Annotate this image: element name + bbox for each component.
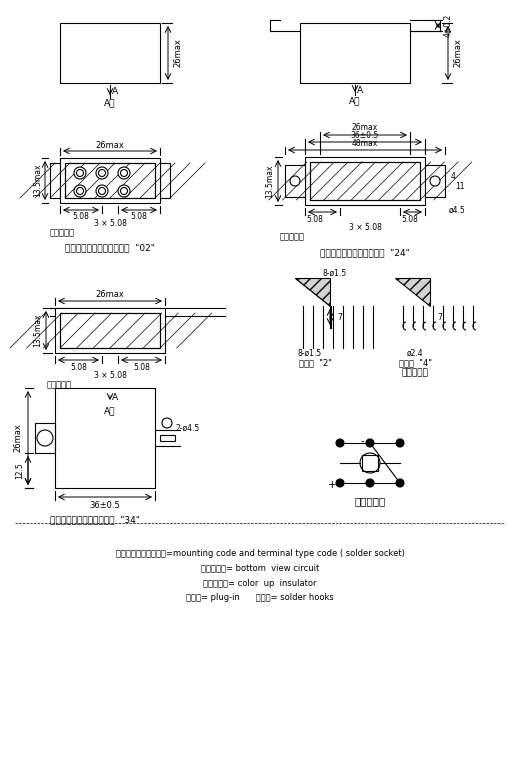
Bar: [65, 163, 155, 198]
Bar: [35, 423, 55, 453]
Text: 48max: 48max: [352, 139, 378, 147]
Text: +: +: [328, 480, 337, 490]
Text: 26max: 26max: [95, 140, 125, 150]
Text: A: A: [357, 85, 363, 95]
Text: 5.08: 5.08: [72, 211, 90, 221]
Circle shape: [118, 185, 130, 197]
Circle shape: [336, 439, 344, 447]
Text: 3 × 5.08: 3 × 5.08: [349, 223, 381, 231]
Bar: [60, 313, 160, 348]
Text: 插针式  "2": 插针式 "2": [299, 359, 331, 368]
Bar: [160, 163, 170, 198]
Bar: [60, 158, 160, 203]
Bar: [55, 388, 155, 488]
Bar: [160, 435, 175, 441]
Text: A: A: [112, 86, 118, 95]
Circle shape: [118, 167, 130, 179]
Text: -: -: [360, 436, 364, 446]
Text: 插针式= plug-in      焊钩式= solder hooks: 插针式= plug-in 焊钩式= solder hooks: [186, 594, 334, 603]
Text: 着色绝缘子: 着色绝缘子: [47, 381, 72, 389]
Text: 2-ø4.5: 2-ø4.5: [175, 423, 199, 433]
Bar: [60, 23, 160, 83]
Circle shape: [96, 167, 108, 179]
Text: 着色绝缘子: 着色绝缘子: [280, 233, 305, 242]
Text: A向: A向: [104, 98, 116, 108]
Circle shape: [366, 439, 374, 447]
Bar: [310, 162, 420, 200]
Text: 5.08: 5.08: [131, 211, 147, 221]
Text: 安装方式及引出端型式=mounting code and terminal type code ( solder socket): 安装方式及引出端型式=mounting code and terminal ty…: [116, 549, 404, 558]
Text: 5.08: 5.08: [133, 362, 150, 372]
Circle shape: [96, 185, 108, 197]
Text: 26max: 26max: [173, 39, 182, 67]
Text: 13.5max: 13.5max: [33, 164, 43, 198]
Circle shape: [74, 167, 86, 179]
Text: 底视电路图: 底视电路图: [354, 496, 386, 506]
Text: 36±0.5: 36±0.5: [90, 501, 120, 510]
Bar: [425, 165, 445, 197]
Circle shape: [430, 176, 440, 186]
Circle shape: [74, 185, 86, 197]
Bar: [65, 163, 155, 198]
Text: 4±0.2: 4±0.2: [443, 14, 453, 37]
Bar: [285, 165, 305, 197]
Text: 8-ø1.5: 8-ø1.5: [298, 349, 322, 358]
Text: 安装方式及引出端型式代号  "24": 安装方式及引出端型式代号 "24": [320, 249, 410, 257]
Circle shape: [396, 479, 404, 487]
Text: 26max: 26max: [14, 423, 22, 452]
Polygon shape: [395, 278, 430, 306]
Circle shape: [396, 439, 404, 447]
Text: 5.08: 5.08: [70, 362, 87, 372]
Text: 8-ø1.5: 8-ø1.5: [323, 269, 347, 278]
Text: ø2.4: ø2.4: [407, 349, 424, 358]
Text: 26max: 26max: [352, 123, 378, 131]
Text: 26max: 26max: [453, 39, 463, 67]
Text: ø4.5: ø4.5: [449, 205, 465, 214]
Text: 引出端型式: 引出端型式: [402, 369, 428, 378]
Text: 7: 7: [338, 313, 342, 321]
Text: 3 × 5.08: 3 × 5.08: [94, 371, 127, 379]
Text: 焊钩式  "4": 焊钩式 "4": [399, 359, 431, 368]
Polygon shape: [295, 278, 330, 306]
Text: 安装方式及引出端型式代号  "34": 安装方式及引出端型式代号 "34": [50, 516, 140, 524]
Text: 12.5: 12.5: [16, 462, 24, 479]
Text: 11: 11: [455, 182, 465, 191]
Text: A: A: [112, 392, 118, 401]
Text: 13.5max: 13.5max: [33, 314, 43, 347]
Bar: [55, 308, 165, 353]
Text: 26max: 26max: [95, 289, 125, 298]
Text: 安装方式及引出端型式代号  "02": 安装方式及引出端型式代号 "02": [65, 243, 155, 253]
Bar: [50, 163, 60, 198]
Text: 3 × 5.08: 3 × 5.08: [94, 218, 127, 227]
Circle shape: [366, 479, 374, 487]
Text: 底视电路图= bottom  view circuit: 底视电路图= bottom view circuit: [201, 564, 319, 572]
Text: 4: 4: [451, 172, 455, 181]
Bar: [60, 313, 160, 348]
Text: 着色绝缘子: 着色绝缘子: [50, 228, 75, 237]
Text: 7: 7: [438, 313, 442, 321]
Bar: [300, 23, 410, 83]
Circle shape: [336, 479, 344, 487]
Text: A向: A向: [104, 407, 116, 416]
Circle shape: [290, 176, 300, 186]
Text: A向: A向: [349, 96, 361, 105]
Bar: [362, 455, 378, 471]
Text: 着色绝缘子= color  up  insulator: 着色绝缘子= color up insulator: [203, 578, 317, 588]
Bar: [310, 162, 420, 200]
Text: 13.5max: 13.5max: [266, 164, 275, 198]
Text: 36±0.5: 36±0.5: [351, 130, 379, 140]
Bar: [305, 157, 425, 205]
Text: 5.08: 5.08: [306, 214, 324, 224]
Text: 5.08: 5.08: [402, 214, 418, 224]
